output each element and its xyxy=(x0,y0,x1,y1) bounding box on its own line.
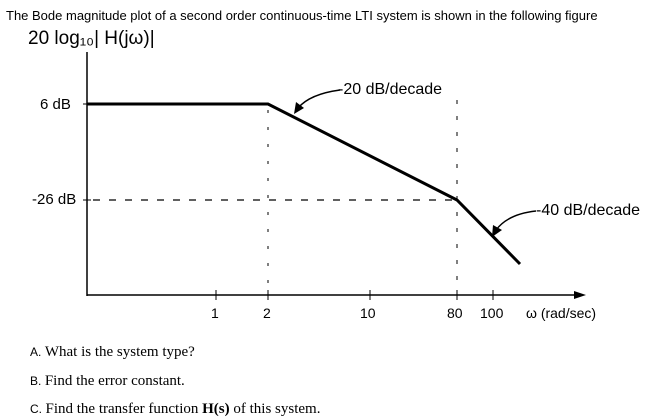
x-label-2: 2 xyxy=(263,305,271,321)
x-label-10: 10 xyxy=(360,305,376,321)
question-c-bold-hs: H(s) xyxy=(202,401,230,417)
question-b-letter: B. xyxy=(30,374,42,388)
x-label-1: 1 xyxy=(211,305,219,321)
question-b-text: Find the error constant. xyxy=(44,373,185,389)
annotation-slope1: -20 dB/decade xyxy=(338,81,443,98)
question-c-text-before: Find the transfer function xyxy=(45,401,203,417)
question-c-letter: C. xyxy=(30,402,42,416)
x-axis-arrowhead xyxy=(574,291,586,299)
question-c: C. Find the transfer function H(s) of th… xyxy=(30,401,320,418)
arrow-slope2 xyxy=(495,210,537,231)
problem-header: The Bode magnitude plot of a second orde… xyxy=(6,8,598,23)
arrow-slope1-head xyxy=(294,102,304,114)
question-a: A. What is the system type? xyxy=(30,344,195,361)
question-a-letter: A. xyxy=(30,345,42,359)
annotation-slope2: -40 dB/decade xyxy=(536,202,641,219)
arrow-slope2-head xyxy=(492,225,502,237)
x-axis-label: ω (rad/sec) xyxy=(526,305,597,321)
y-label-6db: 6 dB xyxy=(40,96,71,113)
question-a-text: What is the system type? xyxy=(44,344,195,360)
y-label-minus26db: -26 dB xyxy=(32,191,77,208)
x-label-100: 100 xyxy=(480,305,504,321)
question-b: B. Find the error constant. xyxy=(30,373,185,390)
x-label-80: 80 xyxy=(447,305,463,321)
y-axis-label: 20 log₁₀| H(jω)| xyxy=(28,28,155,49)
question-c-text-after: of this system. xyxy=(229,401,321,417)
arrow-slope1 xyxy=(297,89,341,109)
magnitude-curve xyxy=(87,102,522,266)
